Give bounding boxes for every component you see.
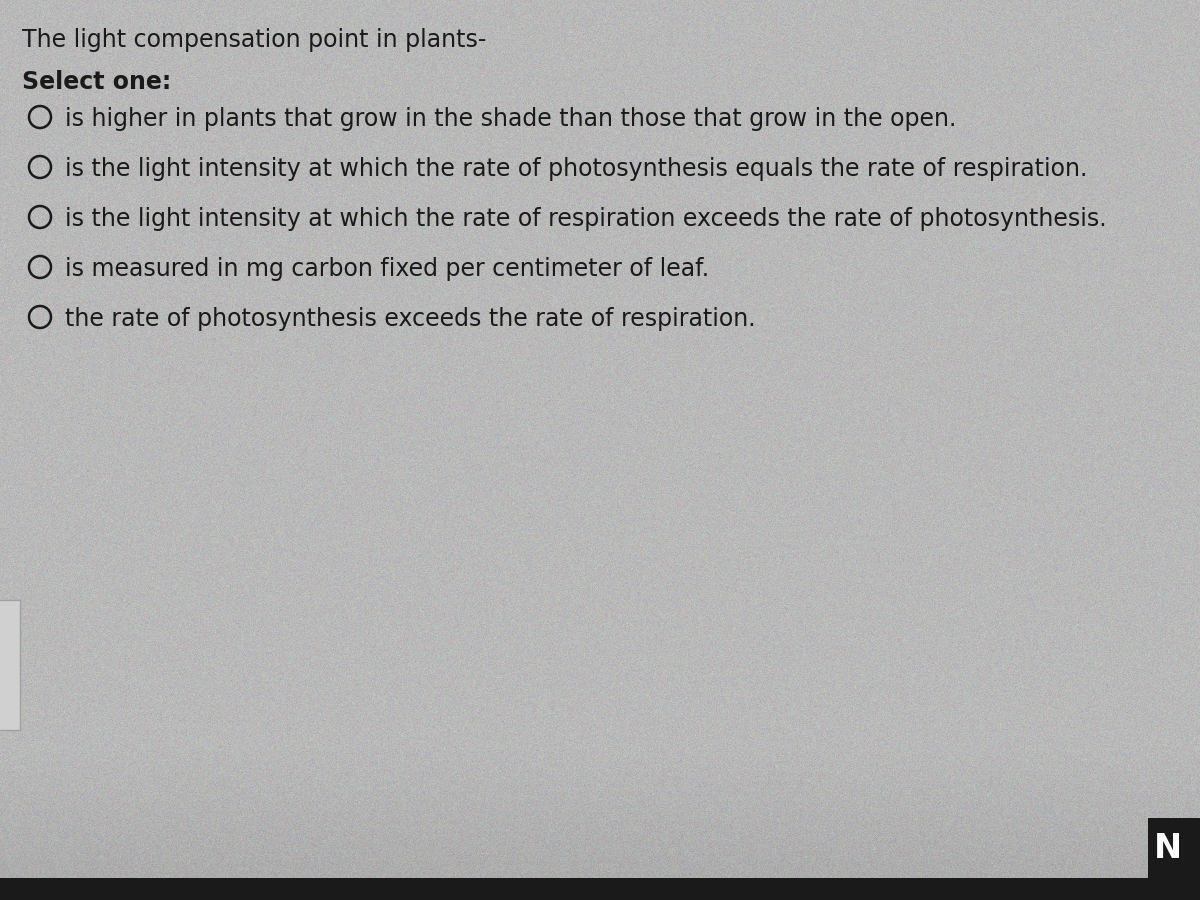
Text: is the light intensity at which the rate of photosynthesis equals the rate of re: is the light intensity at which the rate… [65, 157, 1087, 181]
Text: Select one:: Select one: [22, 70, 172, 94]
Text: the rate of photosynthesis exceeds the rate of respiration.: the rate of photosynthesis exceeds the r… [65, 307, 756, 331]
Text: is measured in mg carbon fixed per centimeter of leaf.: is measured in mg carbon fixed per centi… [65, 257, 709, 281]
Text: N: N [1154, 832, 1182, 865]
Text: is the light intensity at which the rate of respiration exceeds the rate of phot: is the light intensity at which the rate… [65, 207, 1106, 231]
FancyBboxPatch shape [0, 600, 20, 730]
FancyBboxPatch shape [0, 878, 1200, 900]
Text: The light compensation point in plants-: The light compensation point in plants- [22, 28, 486, 52]
Text: is higher in plants that grow in the shade than those that grow in the open.: is higher in plants that grow in the sha… [65, 107, 956, 131]
FancyBboxPatch shape [1148, 818, 1200, 878]
